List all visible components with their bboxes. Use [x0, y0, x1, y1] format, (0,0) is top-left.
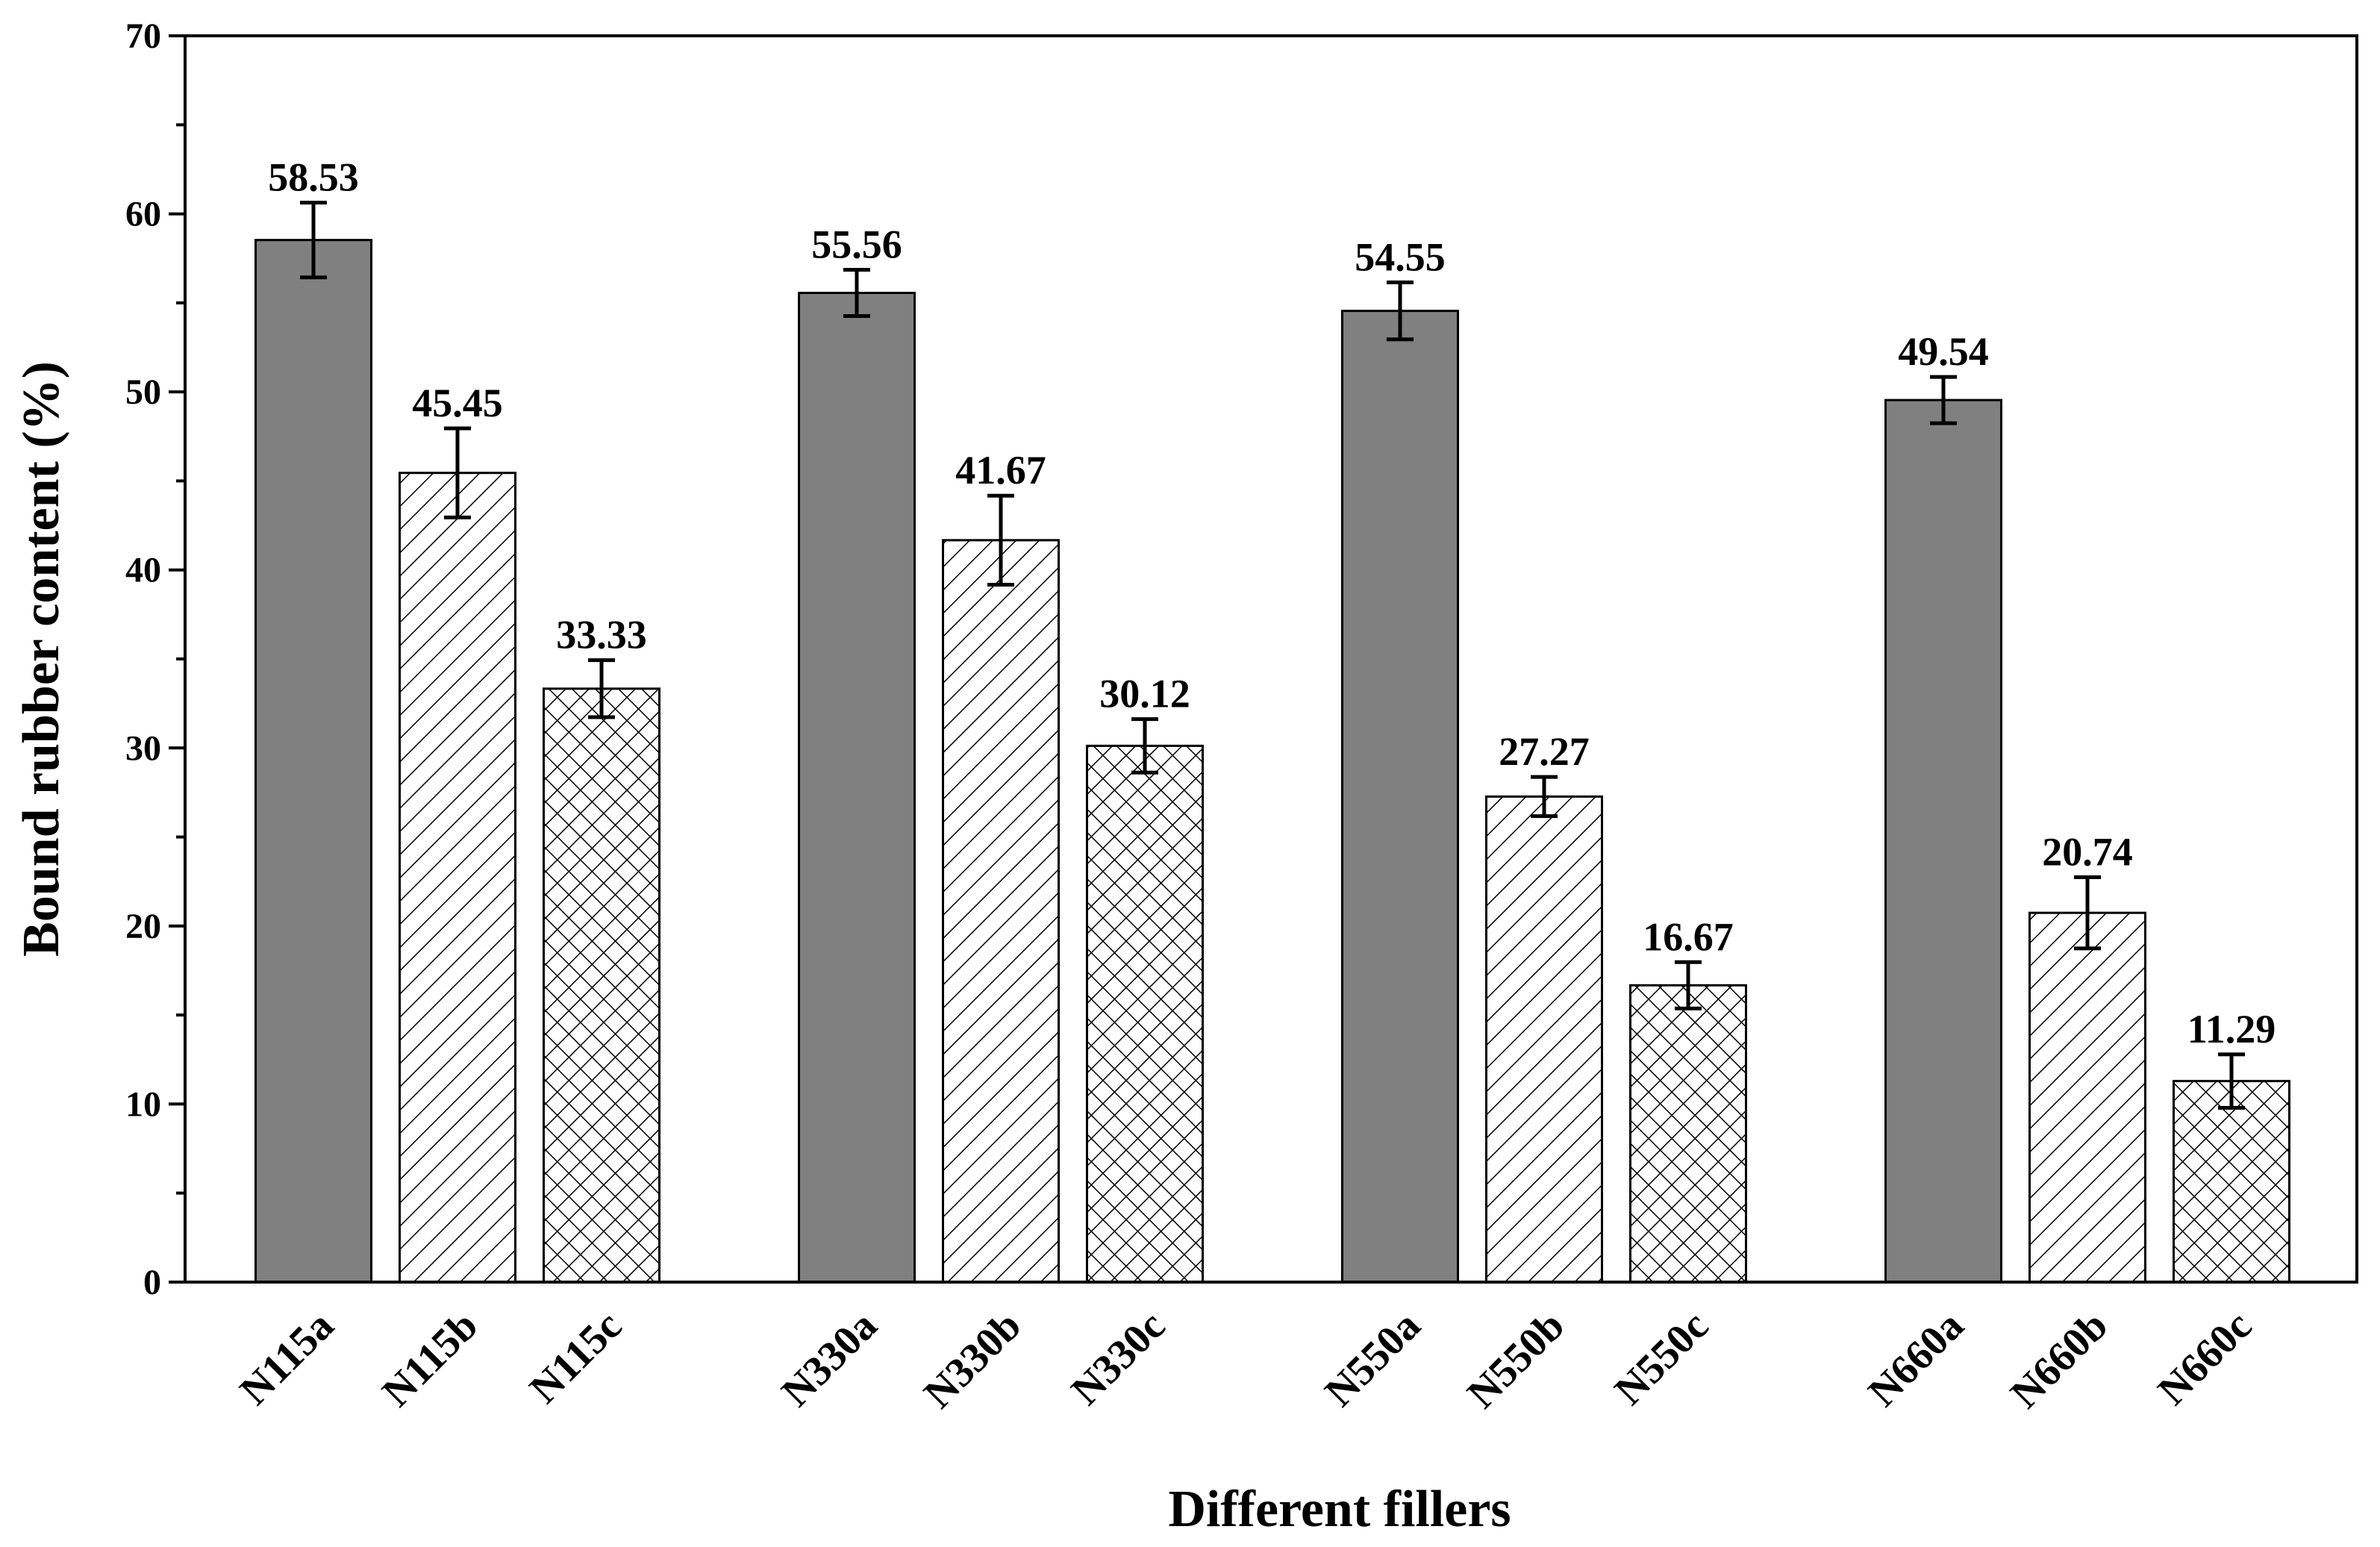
- x-tick-label-n115b: N115b: [374, 1302, 487, 1416]
- bar-n115c: [543, 687, 660, 1284]
- bar-n550b: [1485, 795, 1603, 1284]
- value-label-n550b: 27.27: [1499, 729, 1590, 774]
- x-tick-label-n115c: N115c: [521, 1302, 631, 1412]
- y-tick-label: 30: [125, 728, 161, 768]
- x-tick-label-n550b: N550b: [1458, 1302, 1573, 1417]
- y-axis-title: Bound rubber content (%): [13, 361, 70, 957]
- x-tick-label-n330c: N330c: [1063, 1302, 1174, 1413]
- value-label-n660b: 20.74: [2042, 829, 2133, 874]
- bar-n330a: [798, 291, 916, 1284]
- error-bars-layer: [300, 201, 2245, 1110]
- y-tick-label: 50: [125, 372, 161, 412]
- x-tick-label-n660c: N660c: [2149, 1302, 2261, 1413]
- value-labels-layer: 58.53 45.45 33.33 55.56 41.67 30.12 54.55 27.27…: [268, 155, 2276, 1051]
- x-tick-label-n330b: N330b: [915, 1302, 1030, 1417]
- x-axis: N115a N115b N115c N330a N330b N330c N550a N550b…: [231, 1302, 2261, 1417]
- bar-n115a: [254, 239, 372, 1284]
- value-label-n550c: 16.67: [1643, 914, 1734, 959]
- value-label-n115a: 58.53: [268, 155, 359, 200]
- x-tick-label-n550a: N550a: [1317, 1302, 1430, 1416]
- y-tick-label: 70: [125, 16, 161, 56]
- value-label-n115c: 33.33: [556, 613, 647, 657]
- x-tick-label-n330a: N330a: [773, 1302, 887, 1416]
- y-tick-label: 40: [125, 551, 161, 590]
- bar-n660a: [1884, 399, 2002, 1284]
- x-tick-label-n115a: N115a: [231, 1302, 343, 1413]
- value-label-n660a: 49.54: [1898, 329, 1989, 374]
- bar-n115b: [399, 472, 516, 1284]
- value-label-n115b: 45.45: [412, 381, 503, 425]
- bar-n550c: [1629, 984, 1747, 1284]
- bars-layer: [254, 239, 2290, 1284]
- bar-n660b: [2028, 911, 2146, 1284]
- x-tick-label-n660b: N660b: [2002, 1302, 2117, 1417]
- y-tick-label: 0: [143, 1263, 161, 1302]
- y-tick-label: 60: [125, 195, 161, 234]
- y-axis: 0 10 20 30 40 50 60 70: [125, 16, 185, 1302]
- value-label-n330c: 30.12: [1099, 672, 1190, 716]
- value-label-n330a: 55.56: [811, 222, 902, 266]
- bar-n330b: [942, 539, 1060, 1284]
- x-tick-label-n660a: N660a: [1860, 1302, 1973, 1416]
- bar-n550a: [1341, 310, 1459, 1284]
- value-label-n330b: 41.67: [955, 448, 1046, 493]
- y-tick-label: 20: [125, 907, 161, 946]
- bar-n660c: [2173, 1080, 2290, 1284]
- y-tick-label: 10: [125, 1084, 161, 1124]
- value-label-n660c: 11.29: [2187, 1007, 2276, 1051]
- bar-n330c: [1086, 744, 1204, 1284]
- value-label-n550a: 54.55: [1355, 234, 1446, 279]
- x-axis-title: Different fillers: [1168, 1481, 1511, 1538]
- x-tick-label-n550c: N550c: [1606, 1302, 1717, 1413]
